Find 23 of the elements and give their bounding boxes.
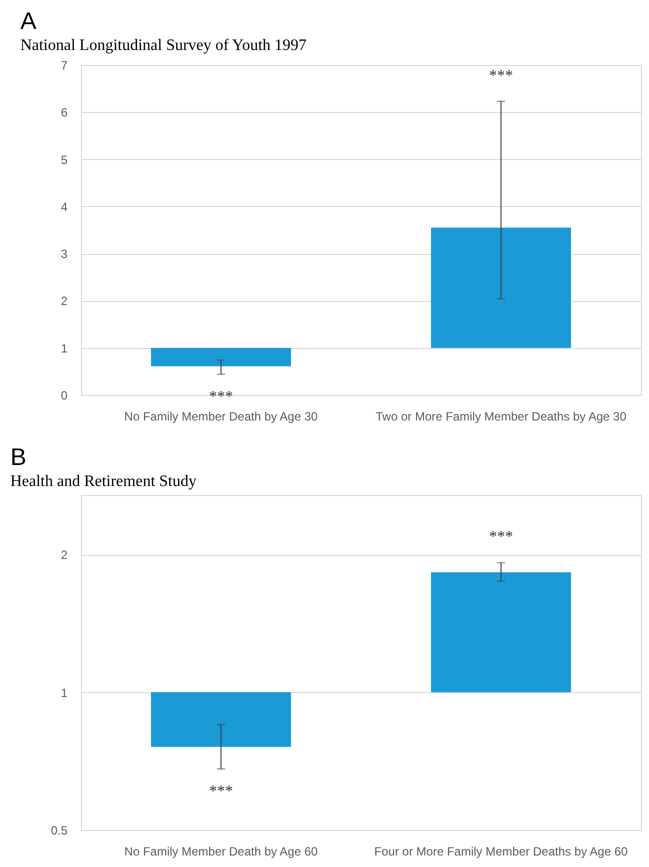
y-tick-label: 0.5 <box>50 824 68 838</box>
x-tick-label: No Family Member Death by Age 60 <box>124 844 318 858</box>
y-tick-label: 4 <box>60 200 68 214</box>
x-tick-label: Two or More Family Member Deaths by Age 30 <box>376 410 627 424</box>
y-tick-label: 7 <box>60 58 68 72</box>
chart-subtitle: Health and Retirement Study <box>10 473 197 490</box>
y-tick-label: 1 <box>60 686 68 700</box>
y-tick-label: 6 <box>60 106 68 120</box>
y-tick-label: 5 <box>60 152 68 167</box>
chart-title: B <box>10 444 26 471</box>
chart-subtitle: National Longitudinal Survey of Youth 1997 <box>20 37 307 54</box>
y-tick-label: 1 <box>60 341 68 356</box>
y-tick-label: 2 <box>60 548 68 562</box>
y-tick-label: 2 <box>60 294 68 308</box>
x-tick-label: No Family Member Death by Age 30 <box>124 410 318 424</box>
annotation: *** <box>209 782 233 800</box>
annotation: *** <box>209 388 233 406</box>
y-tick-label: 3 <box>60 247 68 262</box>
x-tick-label: Four or More Family Member Deaths by Age 60 <box>374 844 628 858</box>
annotation: *** <box>489 528 513 546</box>
annotation: *** <box>489 67 513 84</box>
chart-title: A <box>20 8 36 35</box>
y-tick-label: 0 <box>60 388 68 402</box>
